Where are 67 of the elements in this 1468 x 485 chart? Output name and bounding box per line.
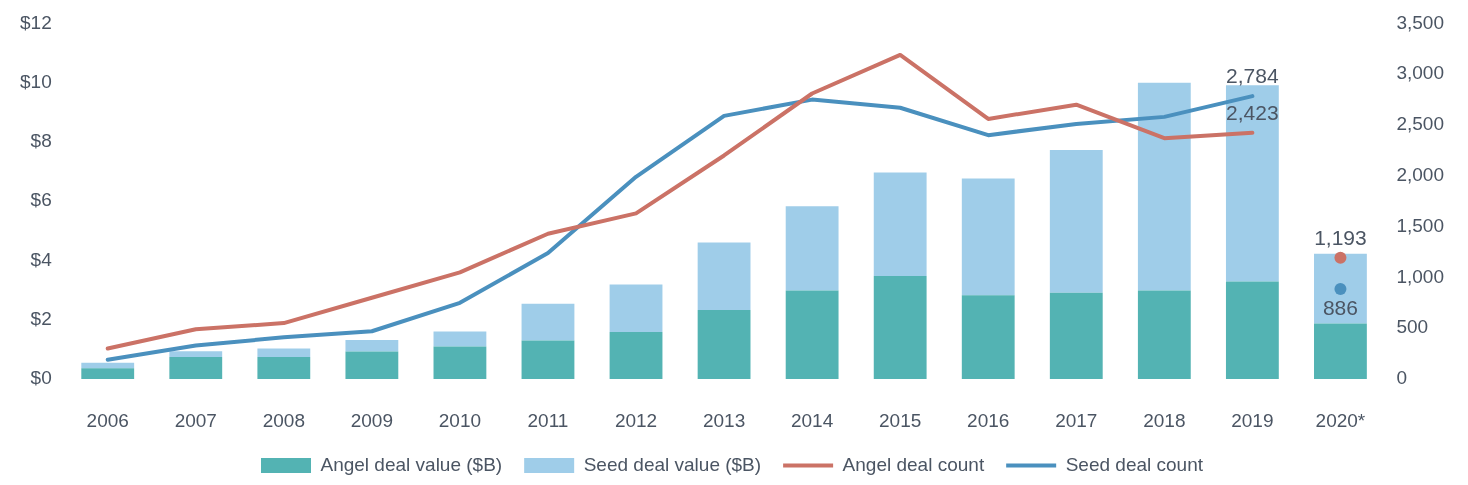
bar bbox=[1049, 149, 1103, 293]
legend-label: Angel deal count bbox=[842, 453, 985, 475]
bar bbox=[1049, 292, 1103, 379]
bar bbox=[697, 309, 751, 379]
bar bbox=[785, 290, 839, 379]
bar bbox=[1225, 281, 1279, 379]
legend-label: Angel deal value ($B) bbox=[320, 453, 503, 475]
y-tick-label: $4 bbox=[30, 248, 53, 270]
bar bbox=[1314, 253, 1367, 324]
bar bbox=[697, 242, 751, 310]
x-tick-label: 2010 bbox=[438, 409, 482, 431]
bar bbox=[345, 339, 399, 352]
x-tick-label: 2012 bbox=[614, 409, 658, 431]
x-tick-label: 2020* bbox=[1315, 409, 1366, 431]
data-label: 2,784 bbox=[1226, 64, 1279, 88]
x-tick-label: 2015 bbox=[879, 409, 922, 431]
y-tick-label: $8 bbox=[30, 130, 52, 152]
y2-tick-label: 500 bbox=[1396, 316, 1429, 338]
bar bbox=[961, 295, 1015, 379]
bar bbox=[1137, 82, 1191, 291]
y2-tick-label: 0 bbox=[1396, 367, 1408, 389]
bar bbox=[961, 178, 1015, 296]
y2-tick-label: 2,500 bbox=[1396, 113, 1444, 135]
bar bbox=[257, 348, 311, 358]
bar bbox=[433, 331, 487, 347]
bar bbox=[1225, 85, 1279, 282]
y-tick-label: $2 bbox=[30, 307, 52, 329]
bar bbox=[81, 368, 135, 379]
x-tick-label: 2008 bbox=[262, 409, 305, 431]
data-label: 1,193 bbox=[1314, 226, 1367, 250]
x-tick-label: 2016 bbox=[967, 409, 1010, 431]
y2-tick-label: 2,000 bbox=[1396, 164, 1444, 186]
bar bbox=[873, 275, 927, 379]
x-tick-label: 2011 bbox=[527, 409, 569, 431]
bar bbox=[433, 346, 487, 379]
bar bbox=[1137, 290, 1191, 379]
bar bbox=[1314, 323, 1367, 379]
bar bbox=[785, 206, 839, 291]
bar bbox=[609, 284, 663, 332]
bar bbox=[169, 357, 223, 379]
y-tick-label: $12 bbox=[20, 11, 52, 33]
x-tick-label: 2007 bbox=[174, 409, 217, 431]
x-tick-label: 2019 bbox=[1231, 409, 1274, 431]
legend-label: Seed deal value ($B) bbox=[583, 453, 762, 475]
y-tick-label: $6 bbox=[30, 189, 52, 211]
x-tick-label: 2017 bbox=[1055, 409, 1098, 431]
x-tick-label: 2018 bbox=[1143, 409, 1186, 431]
x-tick-label: 2014 bbox=[790, 409, 834, 431]
y2-tick-label: 3,000 bbox=[1396, 62, 1444, 84]
bar bbox=[873, 172, 927, 276]
bar bbox=[257, 357, 311, 379]
y2-tick-label: 1,500 bbox=[1396, 214, 1444, 236]
y-tick-label: $0 bbox=[30, 367, 52, 389]
bar bbox=[169, 351, 223, 358]
bar bbox=[521, 340, 575, 379]
y2-tick-label: 1,000 bbox=[1396, 265, 1444, 287]
legend-label: Seed deal count bbox=[1065, 453, 1204, 475]
y2-tick-label: 3,500 bbox=[1396, 11, 1444, 33]
y-tick-label: $10 bbox=[20, 70, 52, 92]
bar bbox=[521, 303, 575, 341]
data-label: 886 bbox=[1322, 296, 1358, 320]
x-tick-label: 2013 bbox=[702, 409, 746, 431]
bar bbox=[345, 351, 399, 379]
data-label: 2,423 bbox=[1226, 101, 1279, 125]
x-tick-label: 2009 bbox=[350, 409, 394, 431]
bar bbox=[609, 331, 663, 379]
x-tick-label: 2006 bbox=[86, 409, 129, 431]
